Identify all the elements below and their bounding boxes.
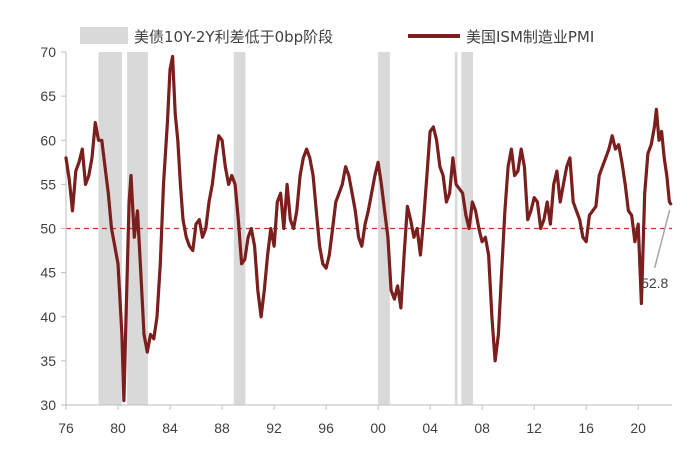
- legend: 美债10Y-2Y利差低于0bp阶段 美国ISM制造业PMI: [80, 27, 594, 46]
- y-tick-label-45: 45: [40, 265, 56, 281]
- x-tick-label-20: 20: [630, 420, 646, 436]
- y-tick-label-70: 70: [40, 44, 56, 60]
- x-tick-label-16: 16: [578, 420, 594, 436]
- x-tick-label-80: 80: [110, 420, 126, 436]
- legend-shade-swatch: [80, 27, 128, 44]
- x-tick-label-12: 12: [526, 420, 542, 436]
- x-tick-label-88: 88: [214, 420, 230, 436]
- y-tick-label-65: 65: [40, 88, 56, 104]
- axis-layer: 30 35 40 45 50 55 60 65 70 76 80 84 88 92 96 00 04 08 12 16…: [40, 44, 672, 436]
- x-tick-label-04: 04: [422, 420, 438, 436]
- x-tick-label-92: 92: [266, 420, 282, 436]
- annotation-label-0: 52.8: [641, 275, 668, 291]
- y-tick-label-35: 35: [40, 353, 56, 369]
- legend-line-label: 美国ISM制造业PMI: [466, 28, 594, 46]
- y-tick-label-55: 55: [40, 176, 56, 192]
- y-tick-label-50: 50: [40, 221, 56, 237]
- x-tick-label-96: 96: [318, 420, 334, 436]
- annotation-leader-0: [653, 209, 671, 268]
- annotation-layer: 52.8: [641, 209, 671, 291]
- x-tick-label-08: 08: [474, 420, 490, 436]
- legend-shade-label: 美债10Y-2Y利差低于0bp阶段: [134, 28, 333, 46]
- series-line-pmi: [64, 54, 673, 403]
- inversion-period-5: [461, 52, 474, 405]
- y-tick-label-60: 60: [40, 132, 56, 148]
- y-tick-label-40: 40: [40, 309, 56, 325]
- x-tick-label-76: 76: [58, 420, 74, 436]
- series-layer: [64, 54, 673, 403]
- x-tick-label-00: 00: [370, 420, 386, 436]
- y-tick-label-30: 30: [40, 397, 56, 413]
- x-tick-label-84: 84: [162, 420, 178, 436]
